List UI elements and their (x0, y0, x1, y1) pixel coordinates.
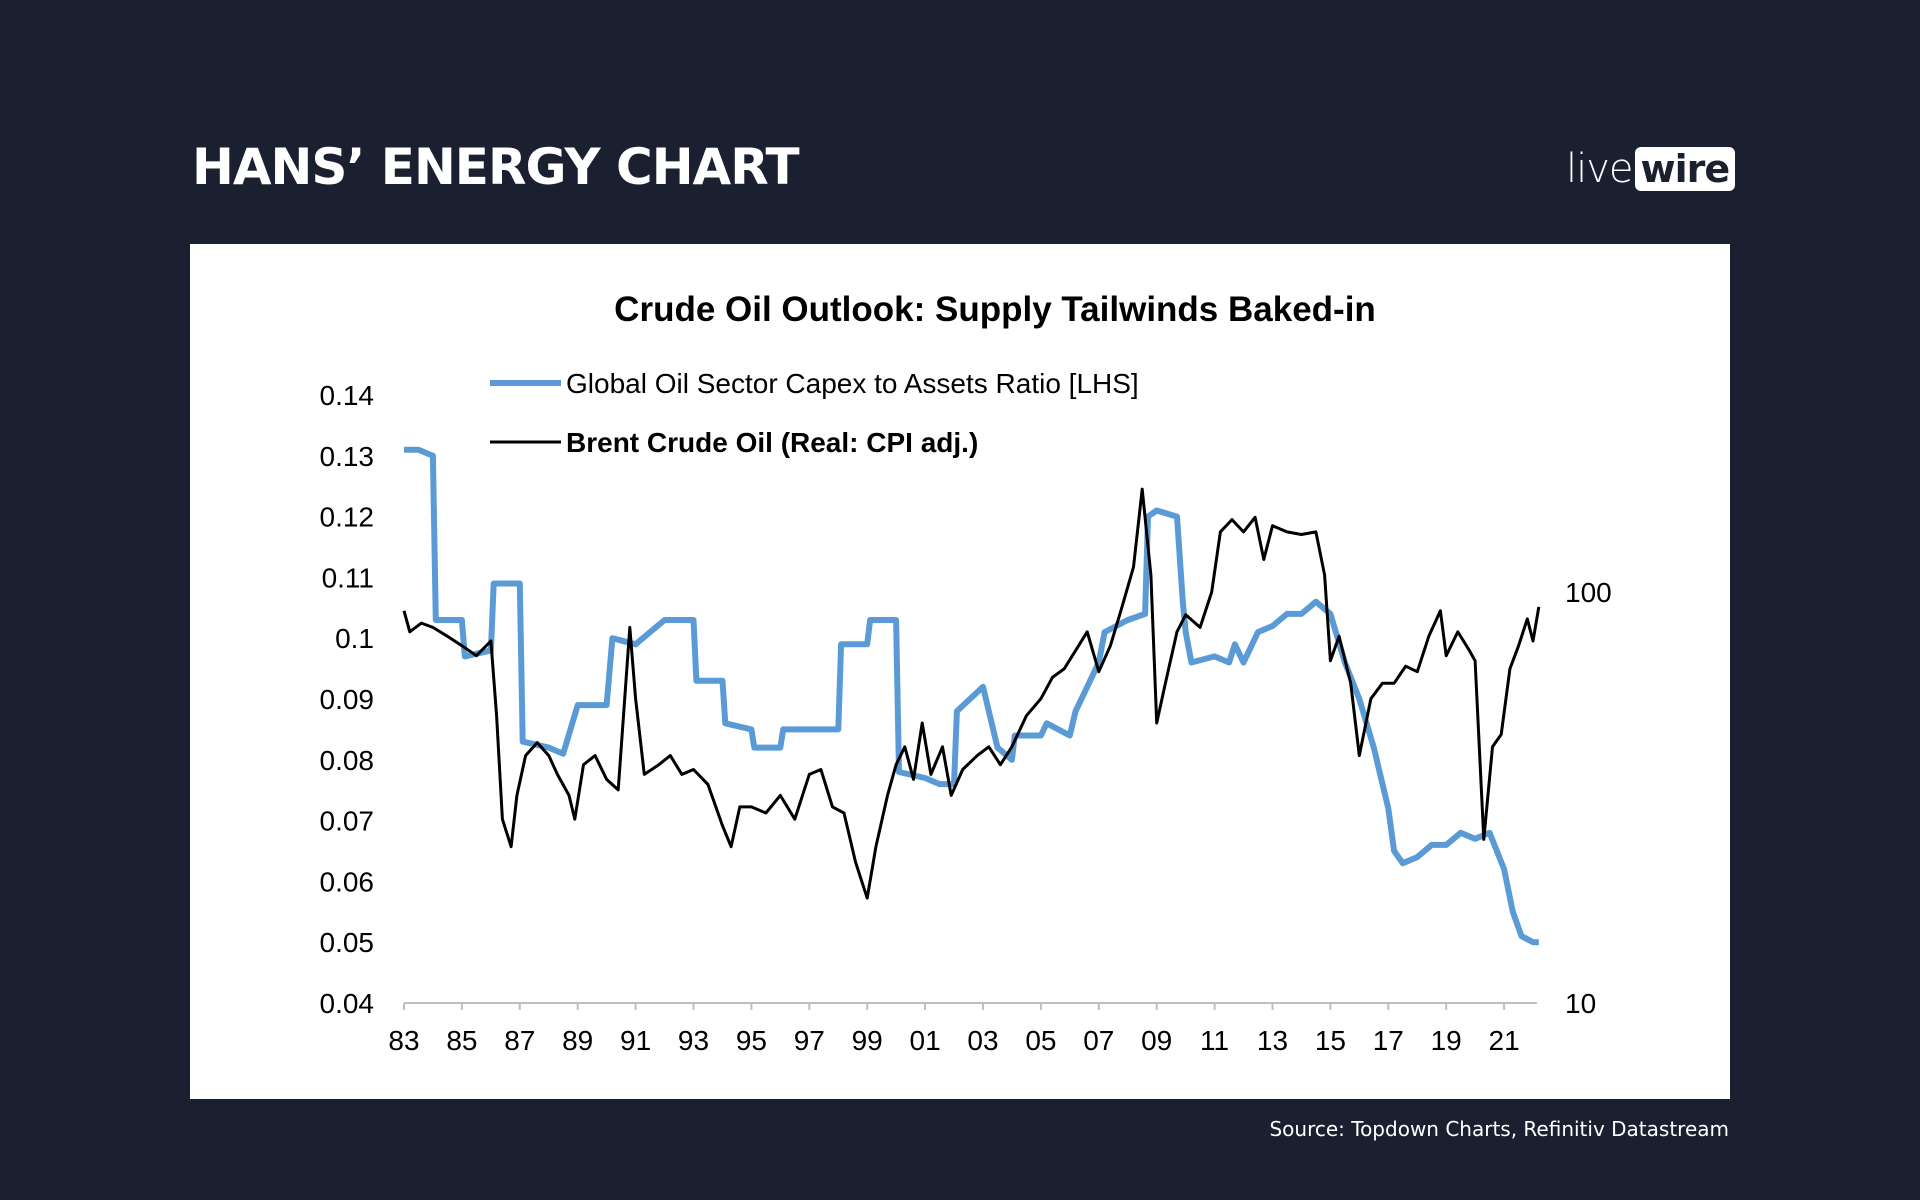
x-tick-label: 87 (504, 1025, 535, 1056)
x-tick-label: 09 (1141, 1025, 1172, 1056)
brent-series-line (402, 487, 1541, 900)
x-tick-label: 19 (1431, 1025, 1462, 1056)
x-tick-label: 97 (794, 1025, 825, 1056)
x-tick-label: 15 (1315, 1025, 1346, 1056)
x-tick-label: 01 (910, 1025, 941, 1056)
x-tick-label: 85 (446, 1025, 477, 1056)
logo-wire: wire (1634, 147, 1736, 191)
x-tick-label: 93 (678, 1025, 709, 1056)
x-tick-label: 11 (1200, 1025, 1229, 1056)
y-right-tick-label: 100 (1565, 577, 1612, 608)
y-left-tick-label: 0.09 (320, 684, 375, 715)
x-tick-label: 05 (1025, 1025, 1056, 1056)
page-title: HANS’ ENERGY CHART (192, 138, 800, 196)
x-tick-label: 07 (1083, 1025, 1114, 1056)
x-tick-label: 03 (967, 1025, 998, 1056)
y-left-tick-label: 0.11 (322, 562, 374, 593)
y-left-tick-label: 0.05 (320, 927, 375, 958)
legend-label-brent: Brent Crude Oil (Real: CPI adj.) (566, 427, 978, 458)
x-tick-label: 17 (1373, 1025, 1404, 1056)
livewire-logo: live wire (1566, 146, 1736, 192)
chart-title: Crude Oil Outlook: Supply Tailwinds Bake… (614, 290, 1376, 329)
logo-live: live (1566, 146, 1634, 192)
x-tick-label: 13 (1257, 1025, 1288, 1056)
x-tick-label: 89 (562, 1025, 593, 1056)
x-tick-label: 99 (852, 1025, 883, 1056)
y-right-tick-label: 10 (1565, 988, 1596, 1019)
x-tick-label: 21 (1489, 1025, 1520, 1056)
capex-series-line (404, 446, 1539, 946)
y-left-tick-label: 0.04 (320, 988, 375, 1019)
y-left-tick-label: 0.12 (320, 502, 375, 533)
source-note: Source: Topdown Charts, Refinitiv Datast… (1269, 1117, 1729, 1141)
y-left-tick-label: 0.14 (320, 380, 375, 411)
x-tick-label: 95 (736, 1025, 767, 1056)
y-left-tick-label: 0.1 (335, 623, 374, 654)
y-left-tick-label: 0.07 (320, 806, 375, 837)
x-tick-label: 91 (620, 1025, 651, 1056)
y-left-tick-label: 0.13 (320, 441, 375, 472)
y-left-tick-label: 0.08 (320, 745, 375, 776)
y-left-tick-label: 0.06 (320, 866, 375, 897)
x-tick-label: 83 (388, 1025, 419, 1056)
chart-panel (190, 244, 1730, 1099)
legend-label-capex: Global Oil Sector Capex to Assets Ratio … (566, 368, 1139, 399)
